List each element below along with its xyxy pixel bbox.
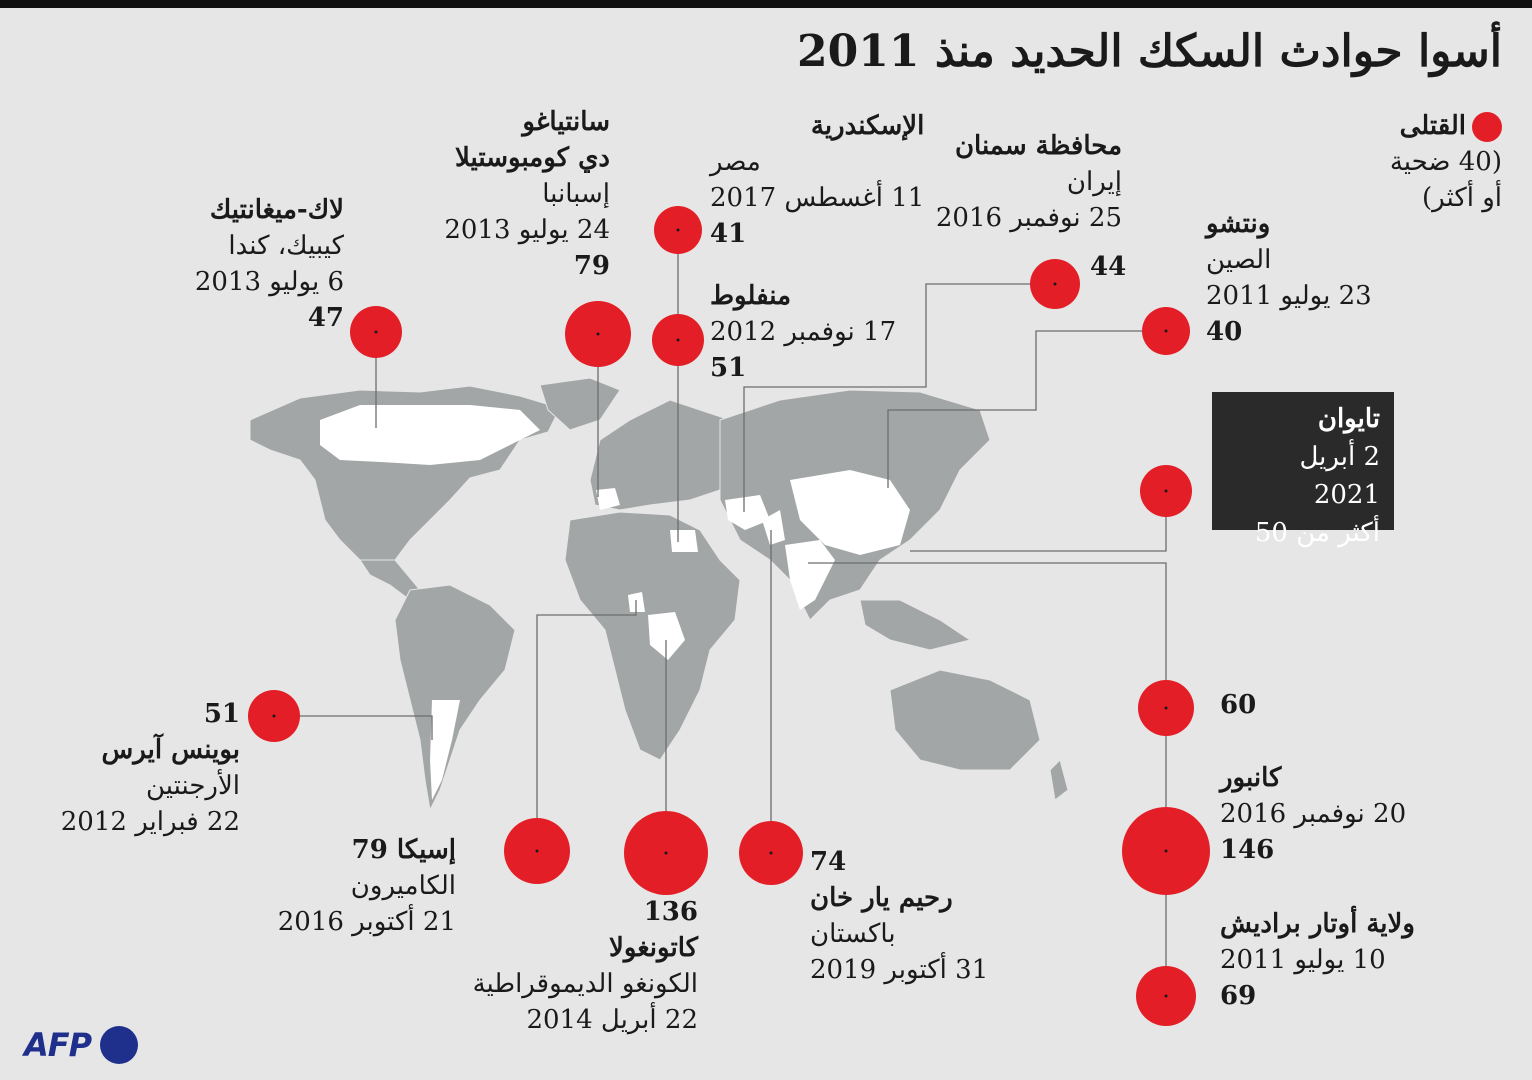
- egypt-highlight: [670, 530, 698, 552]
- legend-dot-icon: [1472, 112, 1502, 142]
- india-highlight: [785, 540, 835, 610]
- page-title: أسوا حوادث السكك الحديد منذ 2011: [797, 26, 1502, 77]
- label-buenos: 51 بوينس آيرس الأرجنتين 22 فبراير 2012: [60, 699, 240, 837]
- greenland-land: [539, 377, 621, 431]
- label-taiwan: تايوان 2 أبريل 2021 أكثر من 50: [1212, 392, 1394, 548]
- connector-taiwan: [910, 491, 1167, 552]
- south-america-land: [394, 584, 516, 812]
- legend-line1: (40 ضحية: [1389, 147, 1502, 177]
- argentina-highlight: [430, 700, 460, 800]
- top-bar: [0, 0, 1532, 8]
- marker-center-dots: [272, 228, 1168, 998]
- southeast-asia-land: [859, 599, 972, 651]
- label-uttar: ولاية أوتار براديش 10 يوليو 2011 69: [1220, 909, 1415, 1011]
- label-rahim: 74 رحيم يار خان باكستان 31 أكتوبر 2019: [810, 847, 989, 985]
- afp-dot-icon: [100, 1026, 138, 1064]
- connector-eseka: [536, 600, 637, 851]
- china-highlight: [790, 470, 910, 555]
- label-semnan: محافظة سمنان إيران 25 نوفمبر 2016: [935, 131, 1122, 233]
- label-kanpur: كانبور 20 نوفمبر 2016 146: [1220, 763, 1407, 865]
- iran-highlight: [725, 495, 770, 530]
- legend-line2: أو أكثر): [1422, 183, 1502, 213]
- pakistan-highlight: [762, 510, 785, 545]
- connector-semnan: [743, 283, 1055, 512]
- legend-title: القتلى: [1399, 111, 1466, 141]
- label-katongola: 136 كاتونغولا الكونغو الديموقراطية 22 أب…: [472, 897, 698, 1035]
- drc-highlight: [648, 612, 685, 660]
- label-manfalut: منفلوط 17 نوفمبر 2012 51: [710, 281, 897, 383]
- afp-logo-text: AFP: [24, 1026, 92, 1064]
- spain-highlight: [596, 488, 620, 510]
- connector-wenzhou: [887, 330, 1166, 488]
- label-wenzhou: ونتشو الصين 23 يوليو 2011 40: [1206, 209, 1372, 347]
- legend: القتلى (40 ضحية أو أكثر): [1390, 108, 1502, 216]
- australia-land: [889, 669, 1041, 771]
- connector-buenos: [274, 715, 433, 740]
- label-eseka: إسيكا 79 الكاميرون 21 أكتوبر 2016: [277, 835, 456, 937]
- highlighted-countries: [320, 405, 910, 800]
- label-santiago: سانتياغو دي كومبوستيلا إسبانبا 24 يوليو …: [444, 107, 610, 281]
- new-zealand-land: [1049, 759, 1069, 801]
- deaths-up60: 60: [1220, 690, 1257, 720]
- label-alexandria: الإسكندرية مصر 11 أغسطس 2017 41: [710, 111, 925, 249]
- deaths-semnan: 44: [1090, 252, 1127, 282]
- afp-logo: AFP: [24, 1024, 144, 1068]
- label-lac: لاك-ميغانتيك كيبيك، كندا 6 يوليو 2013 47: [194, 195, 344, 333]
- canada-highlight: [320, 405, 540, 465]
